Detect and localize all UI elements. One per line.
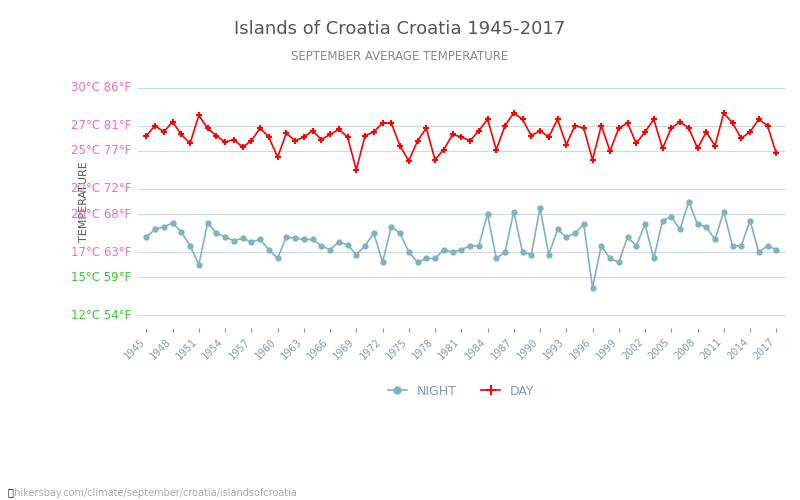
Y-axis label: TEMPERATURE: TEMPERATURE xyxy=(79,161,89,242)
Text: Islands of Croatia Croatia 1945-2017: Islands of Croatia Croatia 1945-2017 xyxy=(234,20,566,38)
Text: 20°C 68°F: 20°C 68°F xyxy=(71,208,131,220)
Text: 15°C 59°F: 15°C 59°F xyxy=(71,271,131,284)
Text: 📍: 📍 xyxy=(8,488,14,498)
Text: 12°C 54°F: 12°C 54°F xyxy=(71,309,131,322)
Text: hikersbay.com/climate/september/croatia/islandsofcroatia: hikersbay.com/climate/september/croatia/… xyxy=(8,488,297,498)
Text: 22°C 72°F: 22°C 72°F xyxy=(70,182,131,196)
Legend: NIGHT, DAY: NIGHT, DAY xyxy=(383,380,540,403)
Text: 25°C 77°F: 25°C 77°F xyxy=(71,144,131,158)
Text: 17°C 63°F: 17°C 63°F xyxy=(71,246,131,258)
Text: 30°C 86°F: 30°C 86°F xyxy=(71,81,131,94)
Text: SEPTEMBER AVERAGE TEMPERATURE: SEPTEMBER AVERAGE TEMPERATURE xyxy=(291,50,509,63)
Text: 27°C 81°F: 27°C 81°F xyxy=(71,119,131,132)
